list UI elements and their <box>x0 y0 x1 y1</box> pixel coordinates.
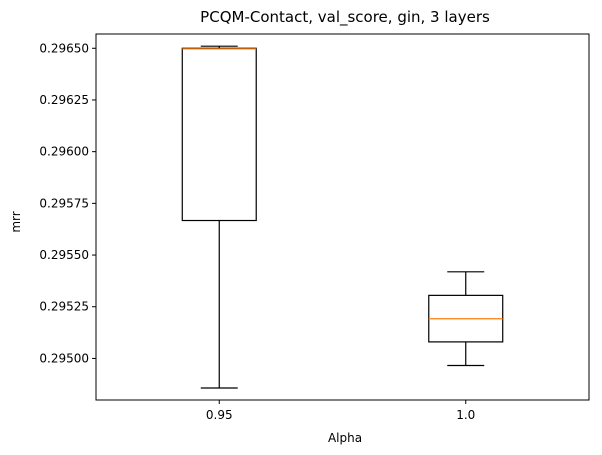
y-tick-label: 0.29550 <box>39 248 89 262</box>
y-axis-label: mrr <box>9 211 23 232</box>
chart-title: PCQM-Contact, val_score, gin, 3 layers <box>200 8 490 27</box>
box-1.0 <box>428 271 504 367</box>
x-tick-label: 1.0 <box>456 408 475 422</box>
y-tick-label: 0.29600 <box>39 145 89 159</box>
y-axis: 0.29500 0.29525 0.29550 0.29575 0.29600 0.296… <box>39 41 96 365</box>
y-tick-label: 0.29500 <box>39 351 89 365</box>
box-iqr <box>181 47 257 222</box>
plot-area <box>95 33 590 401</box>
x-tick-label: 0.95 <box>206 408 233 422</box>
y-tick-label: 0.29575 <box>39 196 89 210</box>
box-0.95 <box>181 45 257 389</box>
y-tick-label: 0.29650 <box>39 41 89 55</box>
y-tick-label: 0.29625 <box>39 93 89 107</box>
y-tick-label: 0.29525 <box>39 300 89 314</box>
plot-frame <box>95 33 590 401</box>
x-axis: 0.95 1.0 <box>206 400 475 422</box>
x-axis-label: Alpha <box>328 431 362 445</box>
